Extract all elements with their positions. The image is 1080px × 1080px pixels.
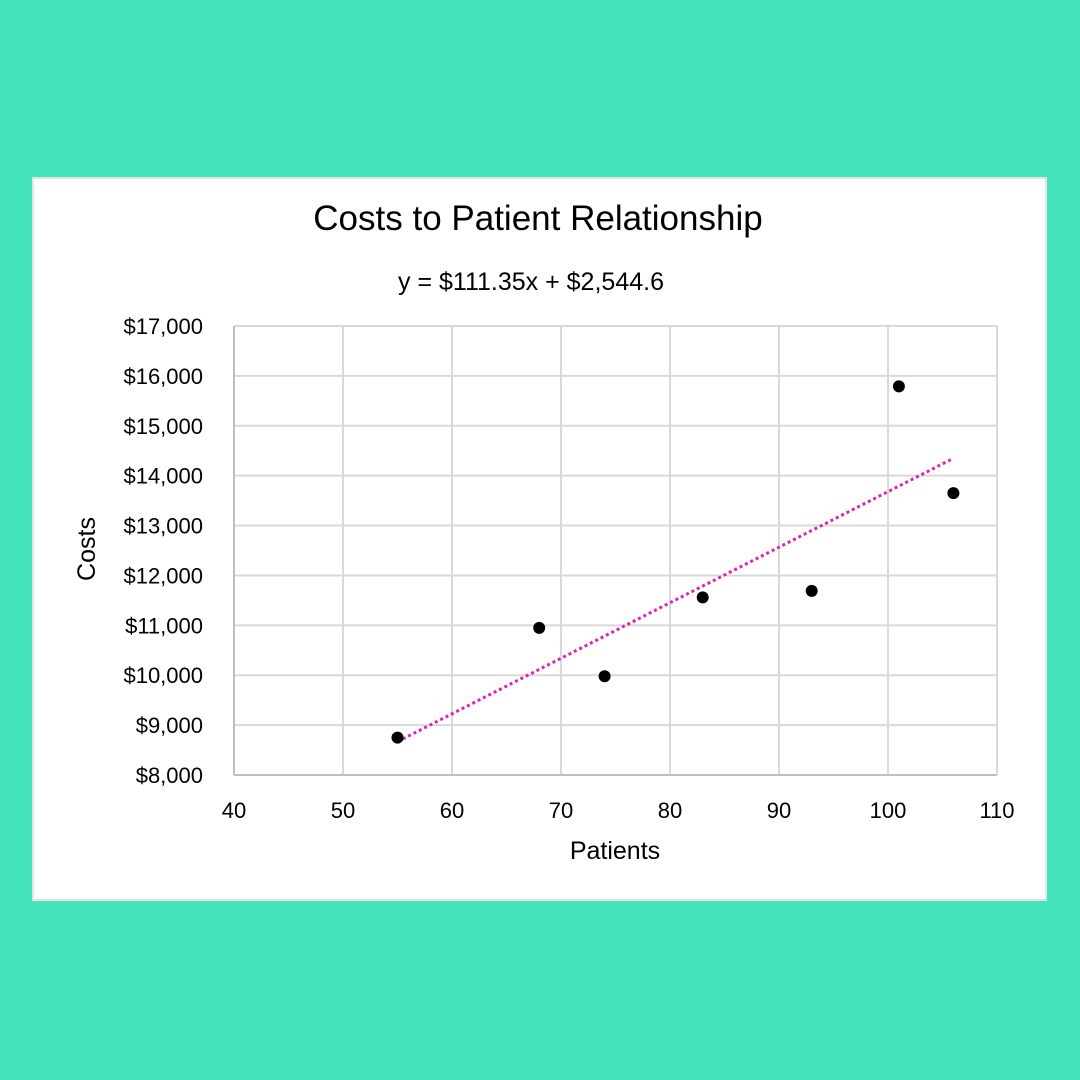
data-point	[391, 731, 404, 744]
x-axis-label: Patients	[570, 837, 660, 865]
y-tick-label: $17,000	[123, 314, 203, 339]
trendline-equation: y = $111.35x + $2,544.6	[398, 268, 664, 296]
x-tick-label: 100	[870, 798, 907, 823]
trendline-group	[396, 456, 955, 743]
axes	[233, 326, 997, 776]
y-tick-label: $14,000	[123, 464, 203, 489]
data-point	[892, 380, 905, 393]
x-tick-label: 80	[658, 798, 682, 823]
y-axis-label: Costs	[73, 517, 101, 581]
data-point	[533, 621, 546, 634]
y-tick-label: $13,000	[123, 514, 203, 539]
y-tick-label: $15,000	[123, 414, 203, 439]
x-tick-label: 50	[331, 798, 355, 823]
y-tick-label: $11,000	[125, 613, 203, 638]
tick-labels: 40 50 60 70 80 90 100 110 $8,000 $9,000 $10,000 $11…	[123, 314, 1014, 823]
chart-card	[32, 177, 1047, 901]
data-points	[391, 380, 960, 744]
trendline	[396, 456, 955, 743]
data-point	[696, 591, 709, 604]
data-point	[598, 670, 611, 683]
y-tick-label: $16,000	[123, 364, 203, 389]
x-tick-label: 110	[979, 798, 1014, 823]
grid-lines	[234, 325, 998, 775]
x-tick-label: 60	[440, 798, 464, 823]
x-tick-label: 40	[222, 798, 246, 823]
x-tick-label: 90	[767, 798, 791, 823]
y-tick-label: $10,000	[123, 663, 203, 688]
data-point	[805, 584, 818, 597]
x-tick-label: 70	[549, 798, 573, 823]
y-tick-label: $9,000	[136, 713, 203, 738]
data-point	[947, 487, 960, 500]
chart-title: Costs to Patient Relationship	[313, 199, 762, 238]
y-tick-label: $12,000	[123, 563, 203, 588]
y-tick-label: $8,000	[136, 763, 203, 788]
